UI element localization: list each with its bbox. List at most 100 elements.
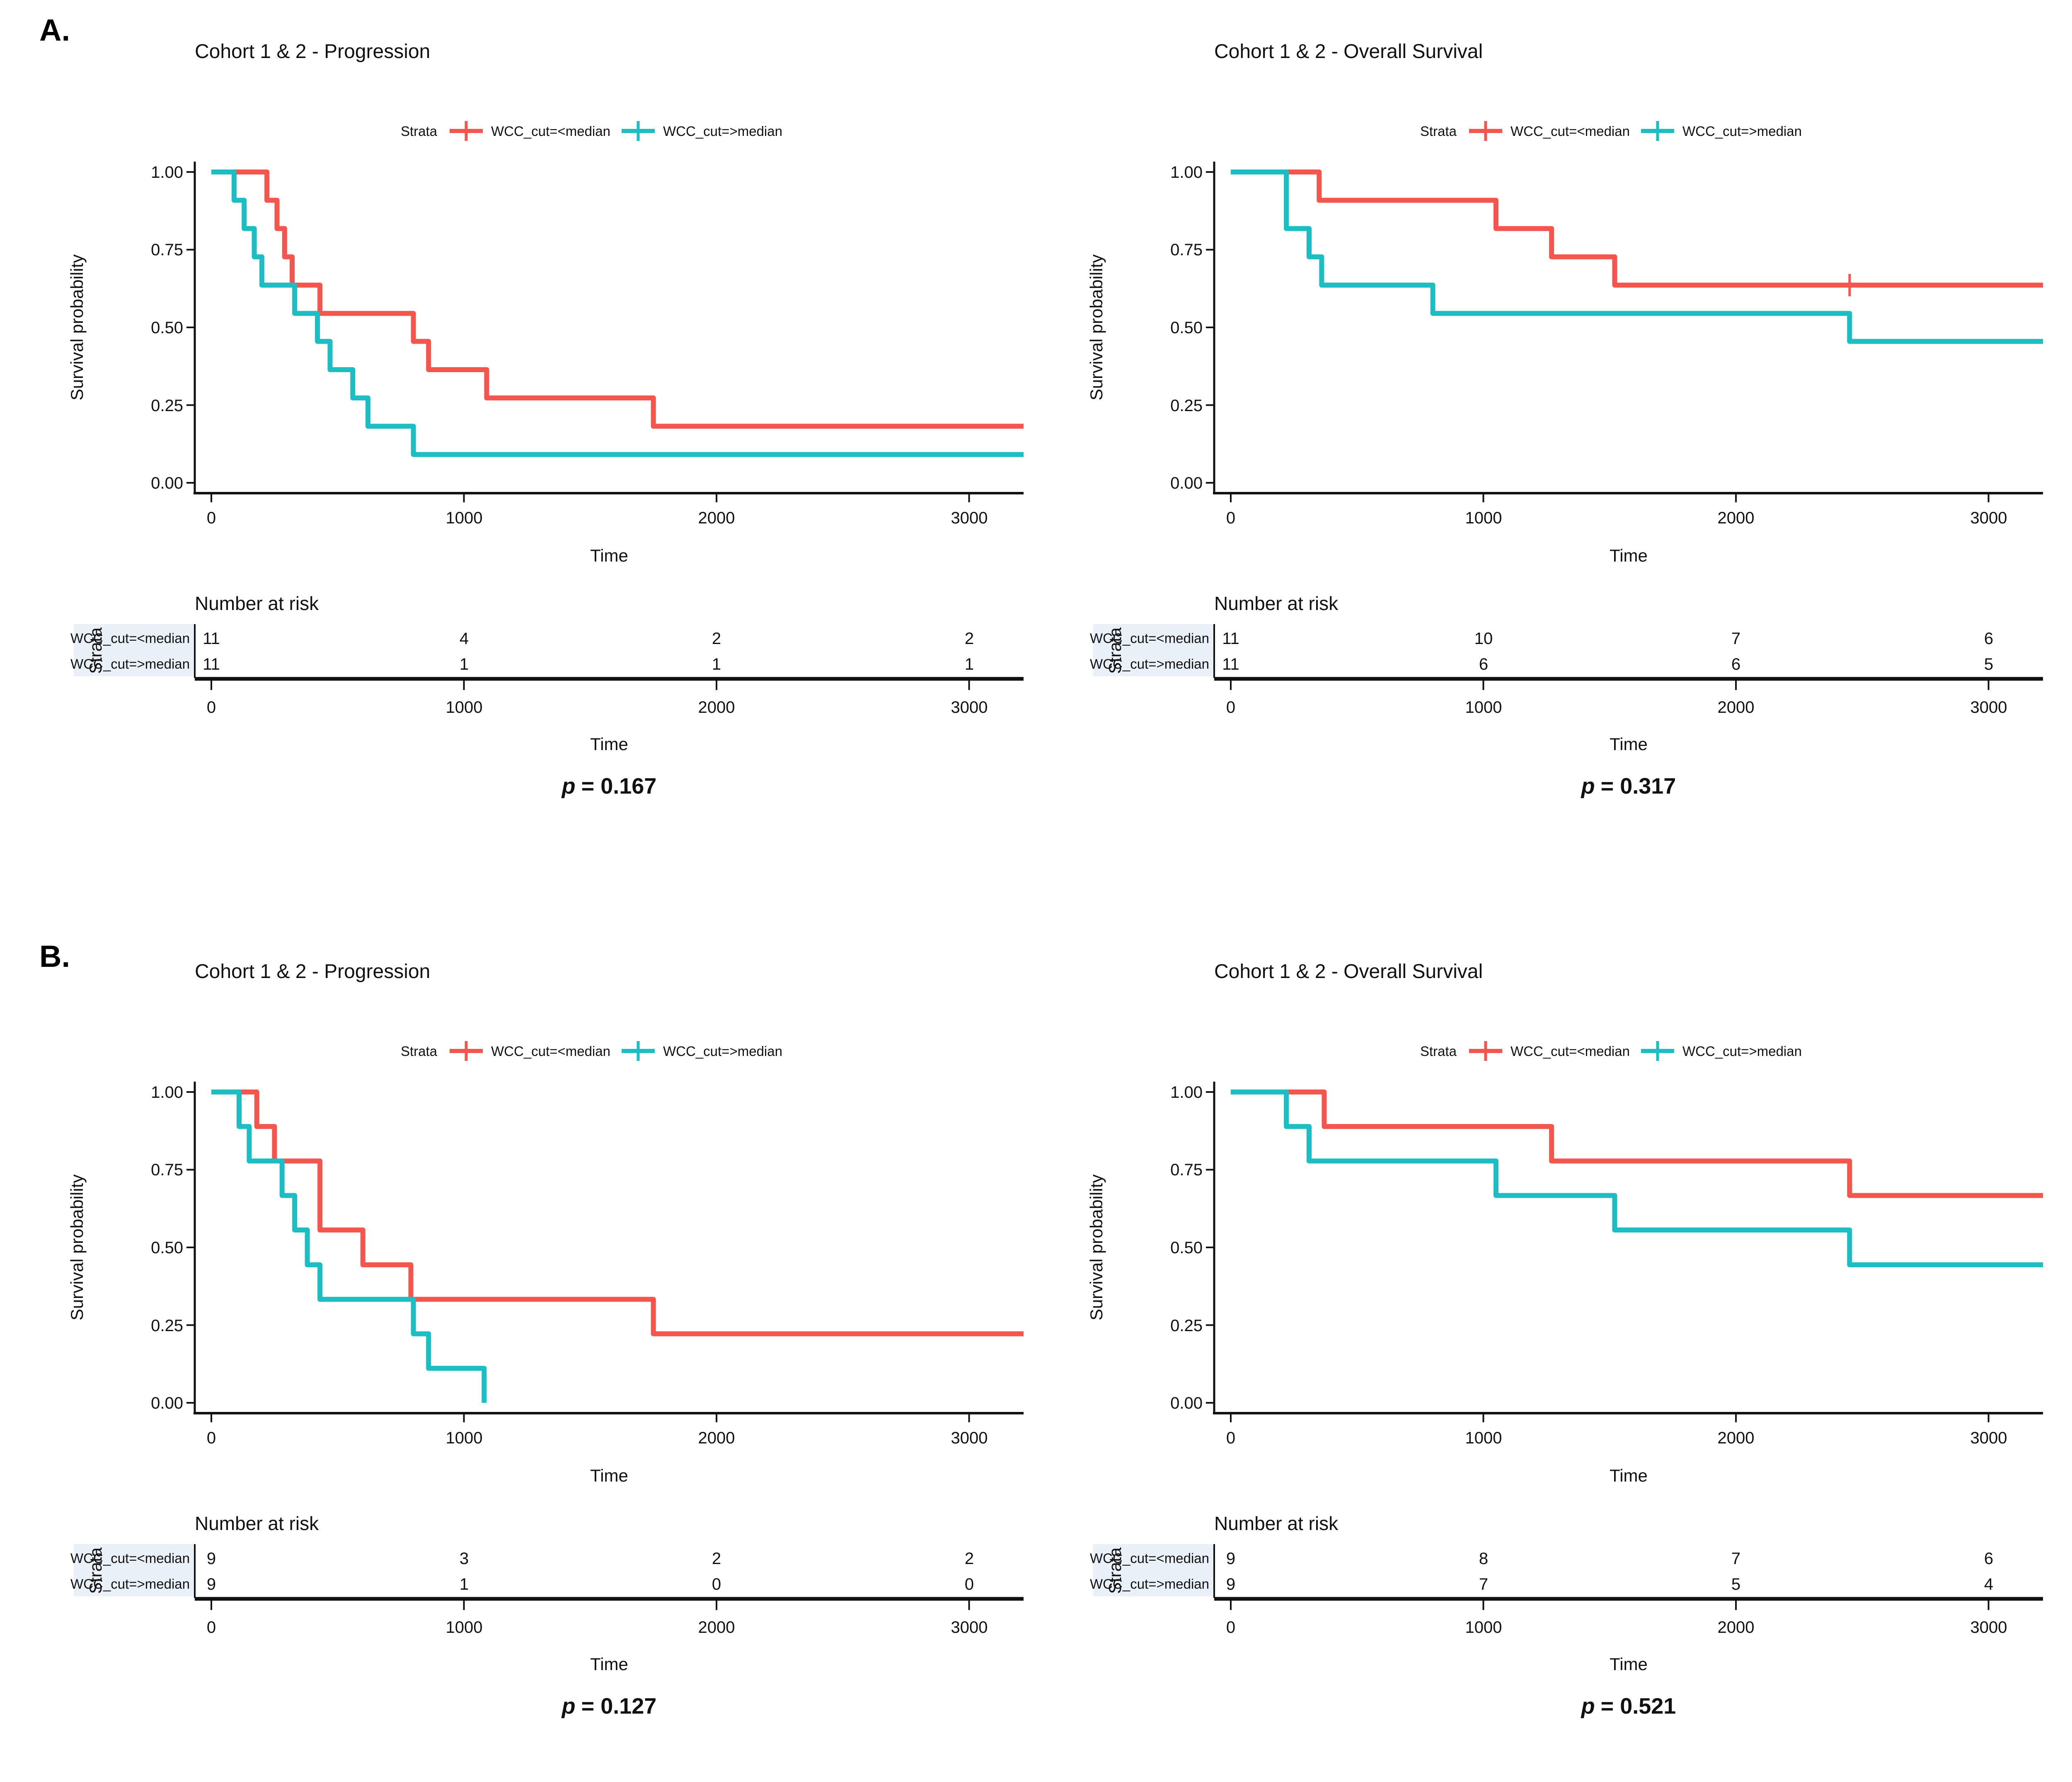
- km-curve: [1231, 169, 2043, 344]
- x-tick-label: 0: [207, 1429, 216, 1447]
- x-axis-title: Time: [590, 546, 628, 565]
- y-tick-label: 1.00: [151, 163, 183, 182]
- legend-label-lt-median: WCC_cut=<median: [491, 123, 610, 139]
- legend-key-plus-icon: [622, 1041, 655, 1061]
- x-tick-label: 3000: [951, 509, 988, 527]
- legend-key-plus-icon: [1641, 121, 1674, 141]
- strata-row-label: WCC_cut=<median: [70, 631, 190, 646]
- y-tick-label: 1.00: [1170, 1083, 1203, 1102]
- strata-row-label: WCC_cut=>median: [70, 1576, 190, 1592]
- strata-axis-title: Strata: [86, 1547, 105, 1594]
- legend: Strata WCC_cut=<median WCC_cut=>median: [401, 1041, 782, 1061]
- risk-count: 2: [965, 630, 974, 648]
- risk-count: 2: [712, 1550, 721, 1568]
- section-label-a: A.: [39, 13, 70, 47]
- risk-count: 2: [965, 1550, 974, 1568]
- risk-count: 4: [1984, 1575, 1993, 1593]
- x-tick-label: 0: [1226, 1429, 1235, 1447]
- panel-title: Cohort 1 & 2 - Overall Survival: [1214, 961, 1483, 983]
- risk-count: 0: [965, 1575, 974, 1593]
- risk-time-title: Time: [590, 734, 628, 754]
- risk-count: 2: [712, 630, 721, 648]
- risk-x-tick-label: 2000: [1718, 698, 1755, 717]
- risk-x-tick-label: 0: [1226, 698, 1235, 717]
- risk-count: 9: [207, 1550, 216, 1568]
- risk-count: 7: [1479, 1575, 1488, 1593]
- y-tick-label: 0.50: [1170, 319, 1203, 337]
- x-tick-label: 3000: [1970, 509, 2007, 527]
- km-panel: Cohort 1 & 2 - Overall Survival Strata W…: [1087, 41, 2043, 799]
- strata-axis-title: Strata: [86, 627, 105, 674]
- strata-label-highlight: [1093, 1544, 1213, 1596]
- km-curves: [186, 1090, 1024, 1610]
- y-axis-title: Survival probability: [1087, 1174, 1106, 1321]
- panel-title: Cohort 1 & 2 - Overall Survival: [1214, 41, 1483, 63]
- legend-key-plus-icon: [450, 121, 483, 141]
- x-tick-label: 2000: [1718, 509, 1755, 527]
- y-tick-label: 0.75: [1170, 241, 1203, 259]
- risk-x-tick-label: 3000: [951, 698, 988, 717]
- y-tick-label: 0.00: [1170, 474, 1203, 492]
- p-value: p = 0.521: [1581, 1694, 1676, 1719]
- p-value: p = 0.167: [561, 774, 657, 799]
- risk-x-tick-label: 1000: [446, 1618, 483, 1637]
- risk-x-tick-label: 2000: [1718, 1618, 1755, 1637]
- strata-axis-title: Strata: [1105, 627, 1125, 674]
- km-panel: Cohort 1 & 2 - Overall Survival Strata W…: [1087, 961, 2043, 1719]
- y-tick-label: 0.00: [151, 474, 183, 492]
- legend-label-gt-median: WCC_cut=>median: [1682, 1044, 1802, 1059]
- legend-label-gt-median: WCC_cut=>median: [1682, 123, 1802, 139]
- risk-count: 6: [1731, 655, 1740, 673]
- legend-key-plus-icon: [1469, 1041, 1502, 1061]
- legend-label-gt-median: WCC_cut=>median: [663, 1044, 782, 1059]
- km-panel: Cohort 1 & 2 - Progression Strata WCC_cu…: [67, 41, 1024, 799]
- legend-key-plus-icon: [622, 121, 655, 141]
- risk-count: 6: [1984, 1550, 1993, 1568]
- panel-b-progression: Cohort 1 & 2 - Progression Strata WCC_cu…: [21, 924, 1077, 1782]
- legend-title: Strata: [1420, 123, 1457, 139]
- y-tick-label: 1.00: [151, 1083, 183, 1102]
- p-value: p = 0.127: [561, 1694, 657, 1719]
- legend-title: Strata: [401, 1044, 438, 1059]
- km-curve: [1231, 169, 2043, 288]
- x-tick-label: 3000: [1970, 1429, 2007, 1447]
- risk-x-tick-label: 2000: [698, 1618, 735, 1637]
- x-tick-label: 0: [207, 509, 216, 527]
- y-tick-label: 0.50: [1170, 1239, 1203, 1257]
- risk-x-tick-label: 0: [1226, 1618, 1235, 1637]
- risk-time-title: Time: [1610, 734, 1648, 754]
- risk-time-title: Time: [590, 1654, 628, 1674]
- legend-title: Strata: [1420, 1044, 1457, 1059]
- km-curve: [211, 1090, 1024, 1336]
- strata-axis-title: Strata: [1105, 1547, 1125, 1594]
- risk-count: 6: [1984, 630, 1993, 648]
- x-tick-label: 2000: [698, 509, 735, 527]
- panel-title: Cohort 1 & 2 - Progression: [195, 41, 430, 63]
- strata-row-label: WCC_cut=<median: [1090, 1551, 1209, 1566]
- risk-x-tick-label: 1000: [1465, 698, 1502, 717]
- p-value: p = 0.317: [1581, 774, 1676, 799]
- y-tick-label: 0.00: [1170, 1394, 1203, 1412]
- risk-count: 8: [1479, 1550, 1488, 1568]
- y-axis-title: Survival probability: [67, 1174, 87, 1321]
- risk-x-tick-label: 1000: [446, 698, 483, 717]
- risk-count: 11: [203, 655, 220, 673]
- km-curve: [1231, 1090, 2043, 1267]
- km-curve: [211, 1090, 487, 1403]
- legend-key-plus-icon: [1641, 1041, 1674, 1061]
- risk-count: 6: [1479, 655, 1488, 673]
- risk-count: 11: [1222, 655, 1239, 673]
- section-label-b: B.: [39, 939, 70, 973]
- risk-count: 11: [1222, 630, 1239, 648]
- legend-key-plus-icon: [450, 1041, 483, 1061]
- risk-table-heading: Number at risk: [1214, 1513, 1339, 1534]
- strata-row-label: WCC_cut=>median: [1090, 656, 1209, 672]
- strata-row-label: WCC_cut=>median: [1090, 1576, 1209, 1592]
- risk-count: 11: [203, 630, 220, 648]
- y-tick-label: 0.25: [1170, 1317, 1203, 1335]
- strata-label-highlight: [74, 1544, 194, 1596]
- risk-count: 9: [207, 1575, 216, 1593]
- risk-x-tick-label: 3000: [951, 1618, 988, 1637]
- risk-count: 1: [965, 655, 974, 673]
- x-tick-label: 2000: [698, 1429, 735, 1447]
